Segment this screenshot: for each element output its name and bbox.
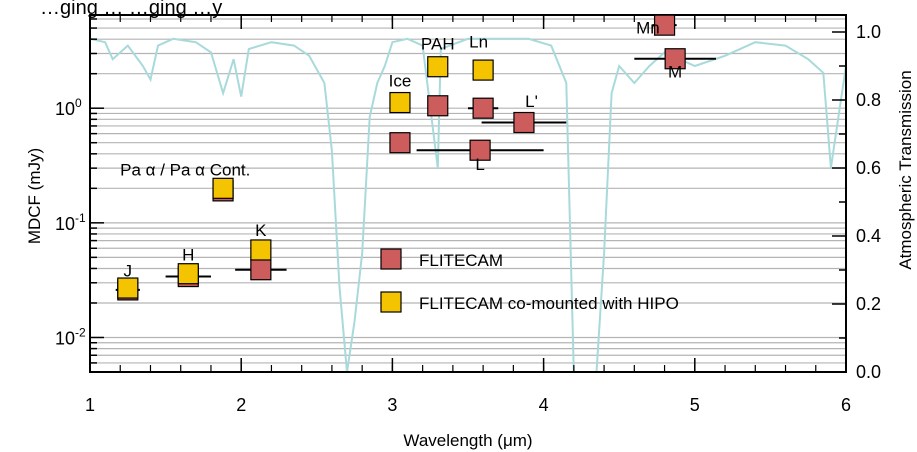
x-tick-label: 6 bbox=[841, 395, 851, 415]
y-right-tick-label: 0.4 bbox=[856, 226, 881, 246]
hipo-marker bbox=[472, 59, 494, 81]
point-label: Mn bbox=[636, 18, 660, 37]
x-axis-title: Wavelength (μm) bbox=[403, 431, 532, 450]
legend: FLITECAM FLITECAM co-mounted with HIPO bbox=[380, 248, 679, 313]
y-right-tick-label: 0.8 bbox=[856, 90, 881, 110]
x-tick-label: 4 bbox=[539, 395, 549, 415]
error-bars bbox=[115, 24, 716, 291]
hipo-marker bbox=[177, 263, 199, 285]
y-left-tick-label: 10-2 bbox=[55, 325, 86, 348]
hipo-marker bbox=[250, 239, 272, 261]
axis-ticks: 10-2 10-1 100 0.0 0.2 0.4 0.6 0.8 1.0 1 2 3 4 5 6 bbox=[55, 15, 881, 415]
hipo-marker bbox=[117, 277, 139, 299]
transmission-curve bbox=[89, 37, 847, 373]
point-label: H bbox=[182, 245, 194, 264]
hipo-marker bbox=[427, 56, 449, 78]
legend-swatch bbox=[380, 248, 402, 270]
point-label: M bbox=[668, 63, 682, 82]
legend-label: FLITECAM bbox=[419, 251, 503, 270]
y-left-tick-label: 100 bbox=[55, 96, 82, 119]
point-label: Ice bbox=[389, 71, 412, 90]
plot-frame bbox=[89, 14, 847, 373]
y-right-tick-label: 1.0 bbox=[856, 22, 881, 42]
point-label: L bbox=[475, 155, 484, 174]
flitecam-marker bbox=[513, 111, 535, 134]
point-annotations: J H K Pa α / Pa α Cont. Ice PAH Ln L' L Mn M bbox=[120, 18, 682, 280]
point-label: Ln bbox=[469, 32, 488, 51]
y-axis-title-right: Atmospheric Transmission bbox=[896, 70, 915, 269]
flitecam-marker bbox=[250, 259, 272, 281]
point-label: K bbox=[255, 221, 267, 240]
flitecam-marker bbox=[389, 132, 411, 154]
point-label: Pa α / Pa α Cont. bbox=[120, 160, 250, 179]
hipo-marker bbox=[212, 177, 234, 199]
data-points bbox=[117, 14, 686, 301]
y-right-tick-label: 0.6 bbox=[856, 158, 881, 178]
flitecam-marker bbox=[427, 95, 449, 117]
flitecam-marker bbox=[653, 14, 676, 36]
x-tick-label: 5 bbox=[690, 395, 700, 415]
flitecam-marker bbox=[469, 139, 491, 161]
x-tick-label: 3 bbox=[387, 395, 397, 415]
transmission-line bbox=[89, 37, 847, 373]
point-label: J bbox=[124, 262, 133, 281]
flitecam-marker bbox=[664, 48, 686, 70]
x-tick-label: 2 bbox=[236, 395, 246, 415]
y-right-tick-label: 0.0 bbox=[856, 362, 881, 382]
x-tick-label: 1 bbox=[85, 395, 95, 415]
y-axis-title-left: MDCF (mJy) bbox=[25, 148, 44, 244]
legend-label: FLITECAM co-mounted with HIPO bbox=[419, 294, 679, 313]
chart-title: …ging … …ging …y bbox=[40, 0, 222, 19]
grid bbox=[90, 18, 846, 373]
point-label: L' bbox=[525, 92, 538, 111]
flitecam-marker bbox=[472, 97, 494, 119]
legend-swatch bbox=[380, 291, 402, 313]
y-left-tick-label: 10-1 bbox=[55, 211, 86, 234]
hipo-marker bbox=[389, 91, 411, 114]
y-right-tick-label: 0.2 bbox=[856, 294, 881, 314]
point-label: PAH bbox=[421, 35, 455, 54]
